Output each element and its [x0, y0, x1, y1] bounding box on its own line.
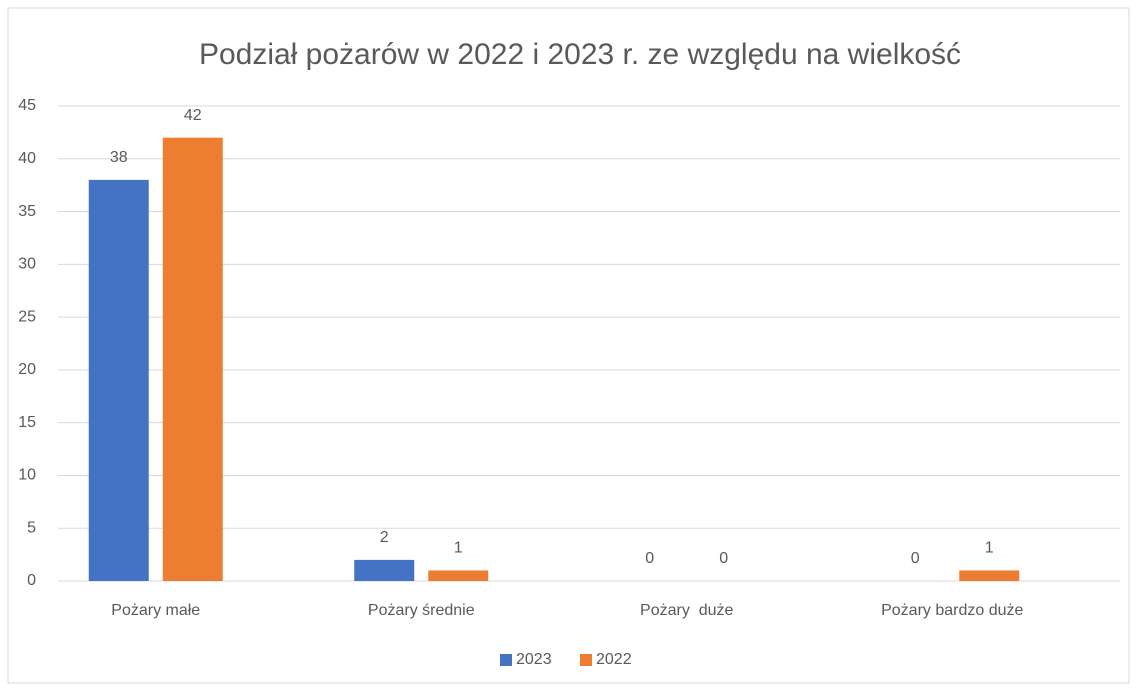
y-tick-label: 45: [18, 97, 36, 114]
y-tick-label: 40: [18, 150, 36, 167]
bar: [428, 570, 489, 581]
y-tick-label: 30: [18, 256, 36, 273]
y-tick-label: 5: [27, 519, 36, 536]
bar: [162, 137, 223, 581]
y-tick-label: 35: [18, 203, 36, 220]
bar: [959, 570, 1020, 581]
legend-label: 2023: [516, 651, 552, 668]
chart-title: Podział pożarów w 2022 i 2023 r. ze wzgl…: [199, 38, 961, 71]
data-label: 0: [719, 550, 728, 567]
x-tick-label: Pożary małe: [111, 602, 200, 619]
data-label: 42: [184, 107, 202, 124]
legend-label: 2022: [596, 651, 632, 668]
data-label: 1: [985, 540, 994, 557]
y-tick-label: 15: [18, 414, 36, 431]
x-tick-label: Pożary średnie: [368, 602, 475, 619]
y-tick-label: 20: [18, 361, 36, 378]
legend-swatch: [500, 654, 512, 666]
bar: [88, 179, 149, 581]
x-tick-label: Pożary duże: [640, 602, 733, 619]
legend-swatch: [580, 654, 592, 666]
y-tick-label: 0: [27, 572, 36, 589]
y-tick-label: 10: [18, 467, 36, 484]
y-tick-label: 25: [18, 308, 36, 325]
data-label: 1: [454, 540, 463, 557]
x-tick-label: Pożary bardzo duże: [881, 602, 1023, 619]
data-label: 2: [380, 529, 389, 546]
data-label: 38: [110, 149, 128, 166]
data-label: 0: [645, 550, 654, 567]
data-label: 0: [911, 550, 920, 567]
bar: [354, 559, 415, 581]
